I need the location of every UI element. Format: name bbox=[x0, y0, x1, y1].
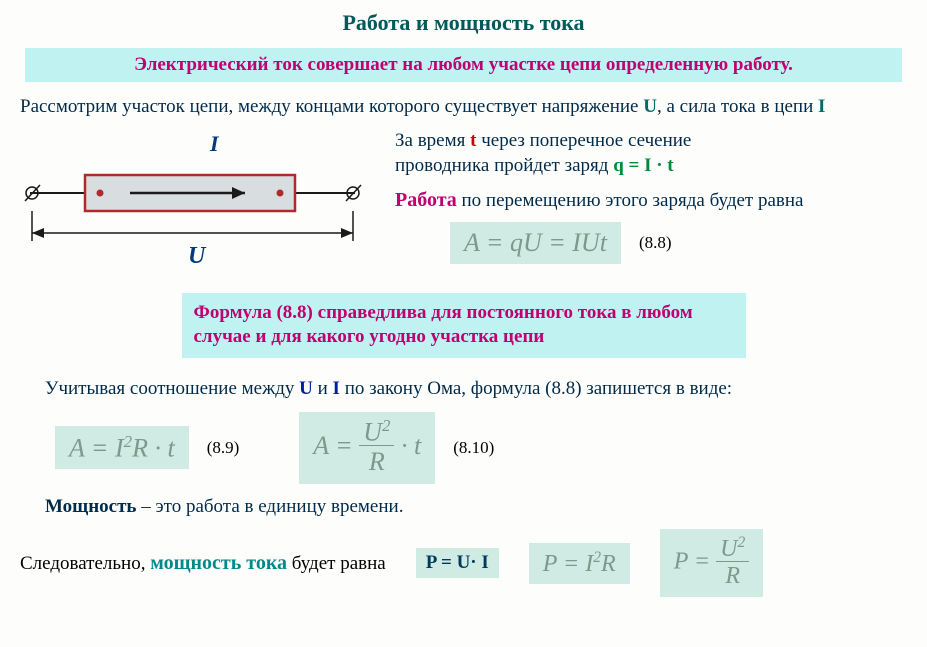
formulas-row: A = I2R · t (8.9) A = U2R · t (8.10) bbox=[55, 412, 872, 484]
circuit-diagram: I U bbox=[20, 128, 380, 283]
power-of-current-label: мощность тока bbox=[150, 552, 287, 574]
ohm-i: I bbox=[333, 378, 340, 399]
diagram-row: I U За время t чер bbox=[20, 128, 907, 283]
i-label: I bbox=[209, 133, 220, 156]
formula-8-9-label: (8.9) bbox=[207, 438, 240, 458]
formula-8-8: A = qU = IUt bbox=[450, 222, 621, 264]
u-label: U bbox=[188, 243, 207, 269]
intro-banner: Электрический ток совершает на любом уча… bbox=[25, 48, 902, 82]
formula-p-ui: P = U· I bbox=[416, 548, 499, 578]
voltage-symbol: U bbox=[643, 96, 657, 117]
work-text: по перемещению этого заряда будет равна bbox=[457, 190, 804, 211]
charge-text-c: проводника пройдет заряд bbox=[395, 155, 613, 176]
formula-p-u2r: P = U2R bbox=[660, 529, 764, 597]
charge-text-b: через поперечное сечение bbox=[476, 130, 691, 151]
charge-equation: q = I · t bbox=[613, 155, 673, 176]
formula-8-8-label: (8.8) bbox=[639, 233, 672, 253]
ohm-text-a: Учитывая соотношение между bbox=[45, 378, 299, 399]
formula-8-9: A = I2R · t bbox=[55, 426, 189, 470]
power-formulas-row: Следовательно, мощность тока будет равна… bbox=[20, 529, 907, 597]
current-symbol: I bbox=[818, 96, 825, 117]
bottom-text-c: будет равна bbox=[287, 553, 386, 574]
power-def-text: – это работа в единицу времени. bbox=[136, 496, 403, 517]
ohm-and: и bbox=[313, 378, 333, 399]
formula-8-10-label: (8.10) bbox=[453, 438, 494, 458]
intro-paragraph: Рассмотрим участок цепи, между концами к… bbox=[20, 94, 907, 120]
node-right bbox=[277, 189, 284, 196]
bottom-text-a: Следовательно, bbox=[20, 553, 150, 574]
validity-banner: Формула (8.8) справедлива для постоянног… bbox=[182, 293, 746, 358]
power-word: Мощность bbox=[45, 496, 136, 517]
work-label: Работа bbox=[395, 189, 457, 211]
page-title: Работа и мощность тока bbox=[15, 10, 912, 36]
intro-text-b: , а сила тока в цепи bbox=[657, 96, 818, 117]
ohm-u: U bbox=[299, 378, 313, 399]
formula-8-10: A = U2R · t bbox=[299, 412, 435, 484]
intro-text-a: Рассмотрим участок цепи, между концами к… bbox=[20, 96, 643, 117]
ohm-text-b: по закону Ома, формула (8.8) запишется в… bbox=[340, 378, 732, 399]
charge-text-a: За время bbox=[395, 130, 470, 151]
formula-p-i2r: P = I2R bbox=[529, 543, 630, 584]
node-left bbox=[97, 189, 104, 196]
